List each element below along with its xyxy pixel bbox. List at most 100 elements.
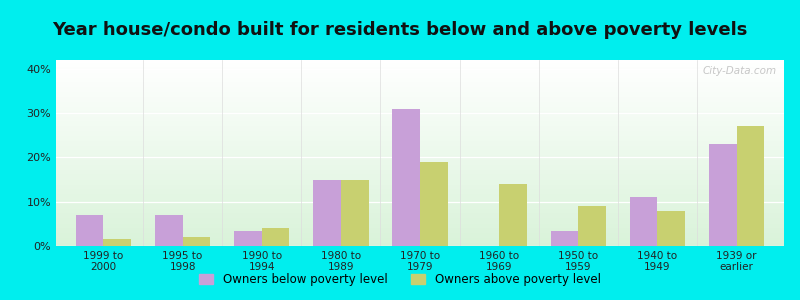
Bar <box>56 137 784 138</box>
Bar <box>56 138 784 139</box>
Bar <box>56 76 784 77</box>
Bar <box>56 166 784 167</box>
Bar <box>56 95 784 96</box>
Bar <box>56 72 784 73</box>
Bar <box>56 179 784 180</box>
Bar <box>56 240 784 241</box>
Bar <box>56 155 784 156</box>
Bar <box>56 103 784 104</box>
Bar <box>56 229 784 230</box>
Bar <box>313 180 341 246</box>
Bar <box>56 92 784 93</box>
Text: Year house/condo built for residents below and above poverty levels: Year house/condo built for residents bel… <box>52 21 748 39</box>
Bar <box>56 124 784 125</box>
Bar <box>56 191 784 192</box>
Bar <box>56 91 784 92</box>
Bar <box>56 238 784 239</box>
Bar <box>56 167 784 168</box>
Bar <box>56 189 784 190</box>
Bar <box>56 158 784 159</box>
Bar <box>56 197 784 198</box>
Bar <box>56 114 784 115</box>
Bar <box>56 177 784 178</box>
Bar <box>56 87 784 88</box>
Bar <box>56 234 784 235</box>
Bar <box>56 135 784 136</box>
Bar <box>56 61 784 62</box>
Bar <box>341 180 369 246</box>
Bar <box>56 154 784 155</box>
Bar <box>56 170 784 171</box>
Bar <box>56 94 784 95</box>
Bar <box>56 78 784 79</box>
Bar <box>56 160 784 161</box>
Bar <box>499 184 527 246</box>
Bar <box>56 145 784 146</box>
Bar <box>56 111 784 112</box>
Bar <box>56 220 784 221</box>
Bar <box>56 243 784 244</box>
Bar <box>56 97 784 98</box>
Bar <box>56 175 784 176</box>
Bar <box>56 63 784 64</box>
Bar <box>56 88 784 89</box>
Bar <box>56 200 784 201</box>
Bar <box>56 157 784 158</box>
Bar <box>103 239 131 246</box>
Bar <box>56 156 784 157</box>
Bar <box>56 125 784 126</box>
Bar <box>56 90 784 91</box>
Bar <box>56 83 784 84</box>
Bar <box>56 136 784 137</box>
Bar <box>56 226 784 227</box>
Bar <box>182 237 210 246</box>
Bar <box>56 225 784 226</box>
Bar <box>56 180 784 181</box>
Bar <box>56 199 784 200</box>
Bar <box>56 140 784 141</box>
Bar <box>56 239 784 240</box>
Bar <box>56 71 784 72</box>
Bar <box>56 122 784 123</box>
Bar <box>56 126 784 127</box>
Bar <box>56 110 784 111</box>
Bar <box>56 169 784 170</box>
Bar <box>56 160 784 161</box>
Bar <box>56 129 784 130</box>
Bar <box>56 163 784 164</box>
Bar <box>56 80 784 81</box>
Bar <box>56 216 784 217</box>
Bar <box>56 67 784 68</box>
Bar <box>56 112 784 113</box>
Bar <box>56 196 784 197</box>
Bar <box>56 79 784 80</box>
Bar <box>420 162 448 246</box>
Bar <box>56 150 784 151</box>
Bar <box>550 230 578 246</box>
Bar <box>56 123 784 124</box>
Text: City-Data.com: City-Data.com <box>702 66 777 76</box>
Bar <box>56 128 784 129</box>
Bar <box>56 132 784 133</box>
Bar <box>56 89 784 90</box>
Bar <box>56 118 784 119</box>
Bar <box>56 218 784 219</box>
Bar <box>56 172 784 173</box>
Bar <box>56 211 784 212</box>
Bar <box>56 221 784 222</box>
Bar <box>56 118 784 119</box>
Bar <box>56 231 784 232</box>
Bar <box>56 82 784 83</box>
Bar <box>56 205 784 206</box>
Bar <box>56 75 784 76</box>
Bar <box>56 215 784 216</box>
Bar <box>56 224 784 225</box>
Bar <box>737 126 764 246</box>
Bar <box>155 215 182 246</box>
Bar <box>56 237 784 238</box>
Bar <box>56 176 784 177</box>
Bar <box>56 245 784 246</box>
Bar <box>56 119 784 120</box>
Bar <box>56 209 784 210</box>
Bar <box>56 81 784 82</box>
